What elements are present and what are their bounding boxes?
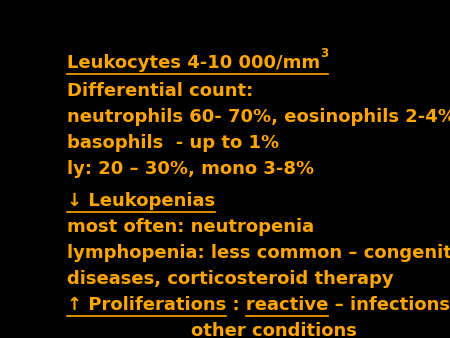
Text: neutrophils 60- 70%, eosinophils 2-4%: neutrophils 60- 70%, eosinophils 2-4% — [67, 108, 450, 126]
Text: Leukocytes 4-10 000/mm: Leukocytes 4-10 000/mm — [67, 54, 320, 72]
Text: Differential count:: Differential count: — [67, 82, 253, 100]
Text: ↑ Proliferations: ↑ Proliferations — [67, 296, 226, 314]
Text: other conditions: other conditions — [190, 322, 356, 338]
Text: basophils  - up to 1%: basophils - up to 1% — [67, 134, 279, 152]
Text: ly: 20 – 30%, mono 3-8%: ly: 20 – 30%, mono 3-8% — [67, 160, 314, 178]
Text: ↓ Leukopenias: ↓ Leukopenias — [67, 192, 215, 210]
Text: most often: neutropenia: most often: neutropenia — [67, 218, 314, 236]
Text: ↑ Proliferations : reactive: ↑ Proliferations : reactive — [67, 296, 328, 314]
Text: 3: 3 — [320, 47, 328, 60]
Text: ↑ Proliferations :: ↑ Proliferations : — [67, 296, 246, 314]
Text: diseases, corticosteroid therapy: diseases, corticosteroid therapy — [67, 270, 393, 288]
Text: ↑ Proliferations : reactive – infections,: ↑ Proliferations : reactive – infections… — [67, 296, 450, 314]
Text: lymphopenia: less common – congenital ID: lymphopenia: less common – congenital ID — [67, 244, 450, 262]
